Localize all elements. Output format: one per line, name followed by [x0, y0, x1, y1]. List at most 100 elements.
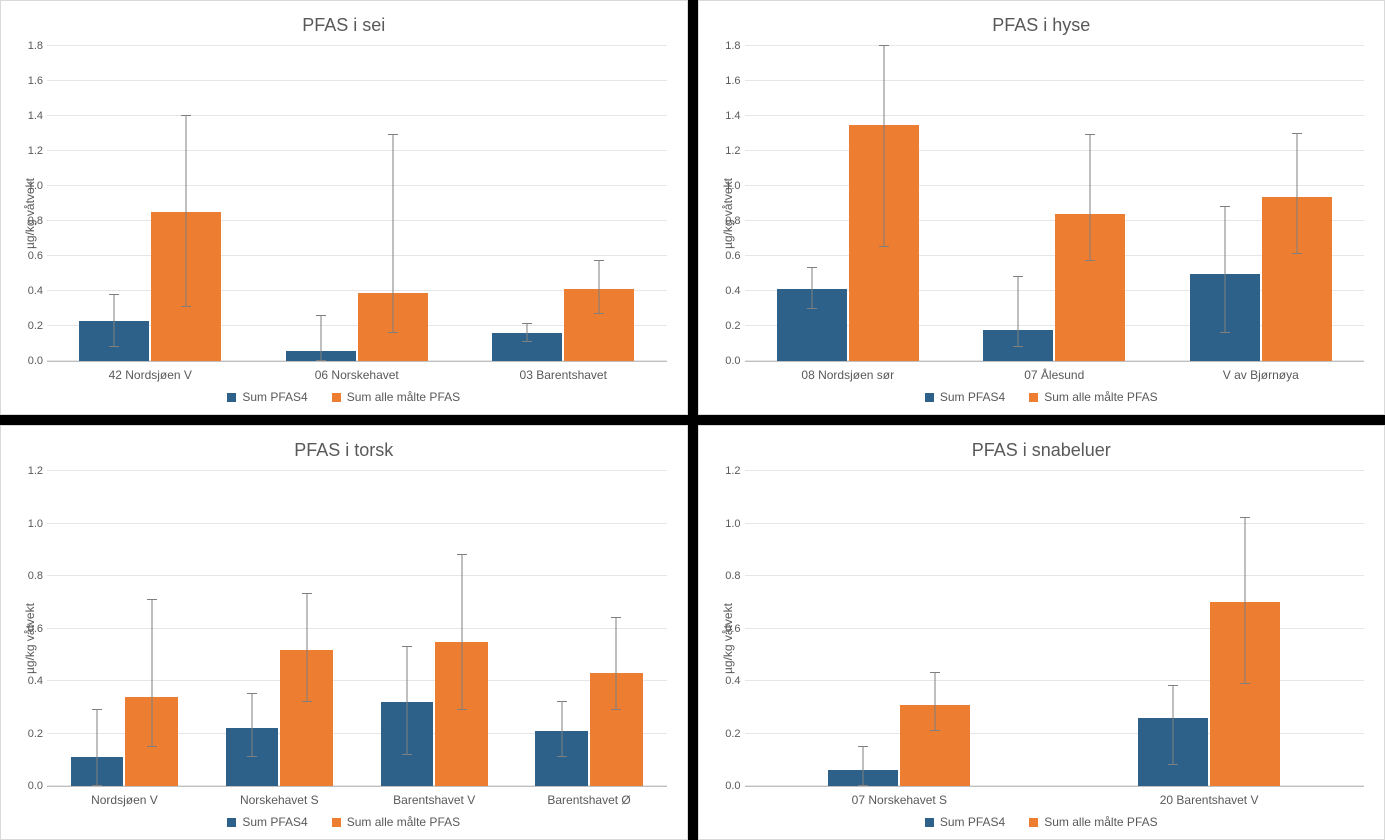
- y-tick-label: 0.2: [713, 320, 741, 332]
- error-cap-low: [402, 754, 412, 755]
- y-tick-label: 1.0: [713, 180, 741, 192]
- y-tick-label: 1.4: [15, 110, 43, 122]
- plot-area: µg/kg våtvekt0.00.20.40.60.81.01.2Nordsj…: [21, 471, 667, 807]
- error-cap-high: [1292, 133, 1302, 134]
- x-axis: 07 Norskehavet S20 Barentshavet V: [745, 787, 1365, 807]
- error-bar: [306, 594, 307, 702]
- legend-item-all: Sum alle målte PFAS: [1029, 390, 1157, 404]
- error-cap-high: [594, 260, 604, 261]
- bar-all: [125, 471, 178, 786]
- error-bar: [1245, 518, 1246, 683]
- legend-label: Sum PFAS4: [940, 815, 1005, 829]
- bar-pfas4: [1138, 471, 1208, 786]
- bar-pfas4: [1190, 46, 1260, 361]
- y-tick-label: 0.4: [15, 675, 43, 687]
- categories: [745, 46, 1365, 361]
- error-cap-high: [1085, 134, 1095, 135]
- category-group: [47, 46, 254, 361]
- legend-item-pfas4: Sum PFAS4: [925, 815, 1005, 829]
- error-cap-high: [1013, 276, 1023, 277]
- error-cap-high: [611, 617, 621, 618]
- error-bar: [1018, 277, 1019, 347]
- bar-pfas4: [492, 46, 562, 361]
- y-tick-label: 1.8: [713, 40, 741, 52]
- error-cap-high: [316, 315, 326, 316]
- legend-item-all: Sum alle målte PFAS: [332, 390, 460, 404]
- legend: Sum PFAS4Sum alle målte PFAS: [21, 807, 667, 831]
- error-cap-high: [302, 593, 312, 594]
- error-bar: [114, 295, 115, 348]
- error-cap-high: [557, 701, 567, 702]
- error-cap-low: [457, 709, 467, 710]
- y-tick-label: 1.2: [15, 145, 43, 157]
- y-tick-label: 1.0: [15, 518, 43, 530]
- error-cap-low: [930, 730, 940, 731]
- y-tick-label: 0.2: [15, 320, 43, 332]
- error-cap-low: [181, 306, 191, 307]
- legend-swatch: [1029, 393, 1038, 402]
- plot: 0.00.20.40.60.81.01.2: [745, 471, 1365, 787]
- bar-all: [564, 46, 634, 361]
- legend-label: Sum alle målte PFAS: [1044, 390, 1157, 404]
- y-tick-label: 0.4: [15, 285, 43, 297]
- legend: Sum PFAS4Sum alle målte PFAS: [719, 382, 1365, 406]
- y-tick-label: 0.8: [15, 215, 43, 227]
- x-tick-label: 03 Barentshavet: [460, 368, 667, 382]
- error-cap-low: [247, 756, 257, 757]
- category-group: [745, 46, 952, 361]
- chart-panel-snabeluer: PFAS i snabeluer µg/kg våtvekt0.00.20.40.…: [698, 425, 1385, 840]
- chart-panel-sei: PFAS i seiµg/kg våtvekt0.00.20.40.60.81.…: [0, 0, 688, 415]
- plot-area: µg/kg våtvekt0.00.20.40.60.81.01.207 Nor…: [719, 471, 1365, 807]
- bar-pfas4: [79, 46, 149, 361]
- y-tick-label: 0.6: [713, 250, 741, 262]
- y-tick-label: 0.6: [713, 623, 741, 635]
- y-tick-label: 1.2: [713, 465, 741, 477]
- error-cap-low: [879, 246, 889, 247]
- error-cap-high: [457, 554, 467, 555]
- bar-all: [435, 471, 488, 786]
- error-cap-high: [1168, 685, 1178, 686]
- bar-pfas4: [828, 471, 898, 786]
- y-tick-label: 0.0: [15, 780, 43, 792]
- plot: 0.00.20.40.60.81.01.2: [47, 471, 667, 787]
- error-cap-high: [147, 599, 157, 600]
- y-tick-label: 1.8: [15, 40, 43, 52]
- error-cap-high: [109, 294, 119, 295]
- error-bar: [392, 135, 393, 333]
- legend-label: Sum PFAS4: [242, 390, 307, 404]
- bar-pfas4: [983, 46, 1053, 361]
- y-tick-label: 1.6: [15, 75, 43, 87]
- y-tick-label: 1.0: [15, 180, 43, 192]
- error-cap-low: [1013, 346, 1023, 347]
- legend-item-all: Sum alle målte PFAS: [1029, 815, 1157, 829]
- error-bar: [1090, 135, 1091, 261]
- error-bar: [461, 555, 462, 710]
- y-tick-label: 0.6: [15, 250, 43, 262]
- bar-all: [358, 46, 428, 361]
- error-cap-low: [92, 785, 102, 786]
- category-group: [254, 46, 461, 361]
- legend-swatch: [925, 393, 934, 402]
- category-group: [47, 471, 202, 786]
- bar-all: [1210, 471, 1280, 786]
- error-cap-low: [522, 341, 532, 342]
- bar-all: [151, 46, 221, 361]
- legend-swatch: [925, 818, 934, 827]
- legend-item-pfas4: Sum PFAS4: [227, 390, 307, 404]
- legend-item-all: Sum alle målte PFAS: [332, 815, 460, 829]
- bar-pfas4: [286, 46, 356, 361]
- categories: [47, 46, 667, 361]
- legend-label: Sum alle målte PFAS: [1044, 815, 1157, 829]
- category-group: [1158, 46, 1365, 361]
- x-tick-label: Nordsjøen V: [47, 793, 202, 807]
- error-cap-high: [522, 323, 532, 324]
- error-cap-high: [1240, 517, 1250, 518]
- error-cap-low: [807, 308, 817, 309]
- x-axis: Nordsjøen VNorskehavet SBarentshavet VBa…: [47, 787, 667, 807]
- legend: Sum PFAS4 Sum alle målte PFAS: [21, 382, 667, 406]
- y-tick-label: 1.4: [713, 110, 741, 122]
- chart-title: PFAS i snabeluer: [719, 440, 1365, 461]
- category-group: [357, 471, 512, 786]
- bar-pfas4: [226, 471, 279, 786]
- error-cap-high: [247, 693, 257, 694]
